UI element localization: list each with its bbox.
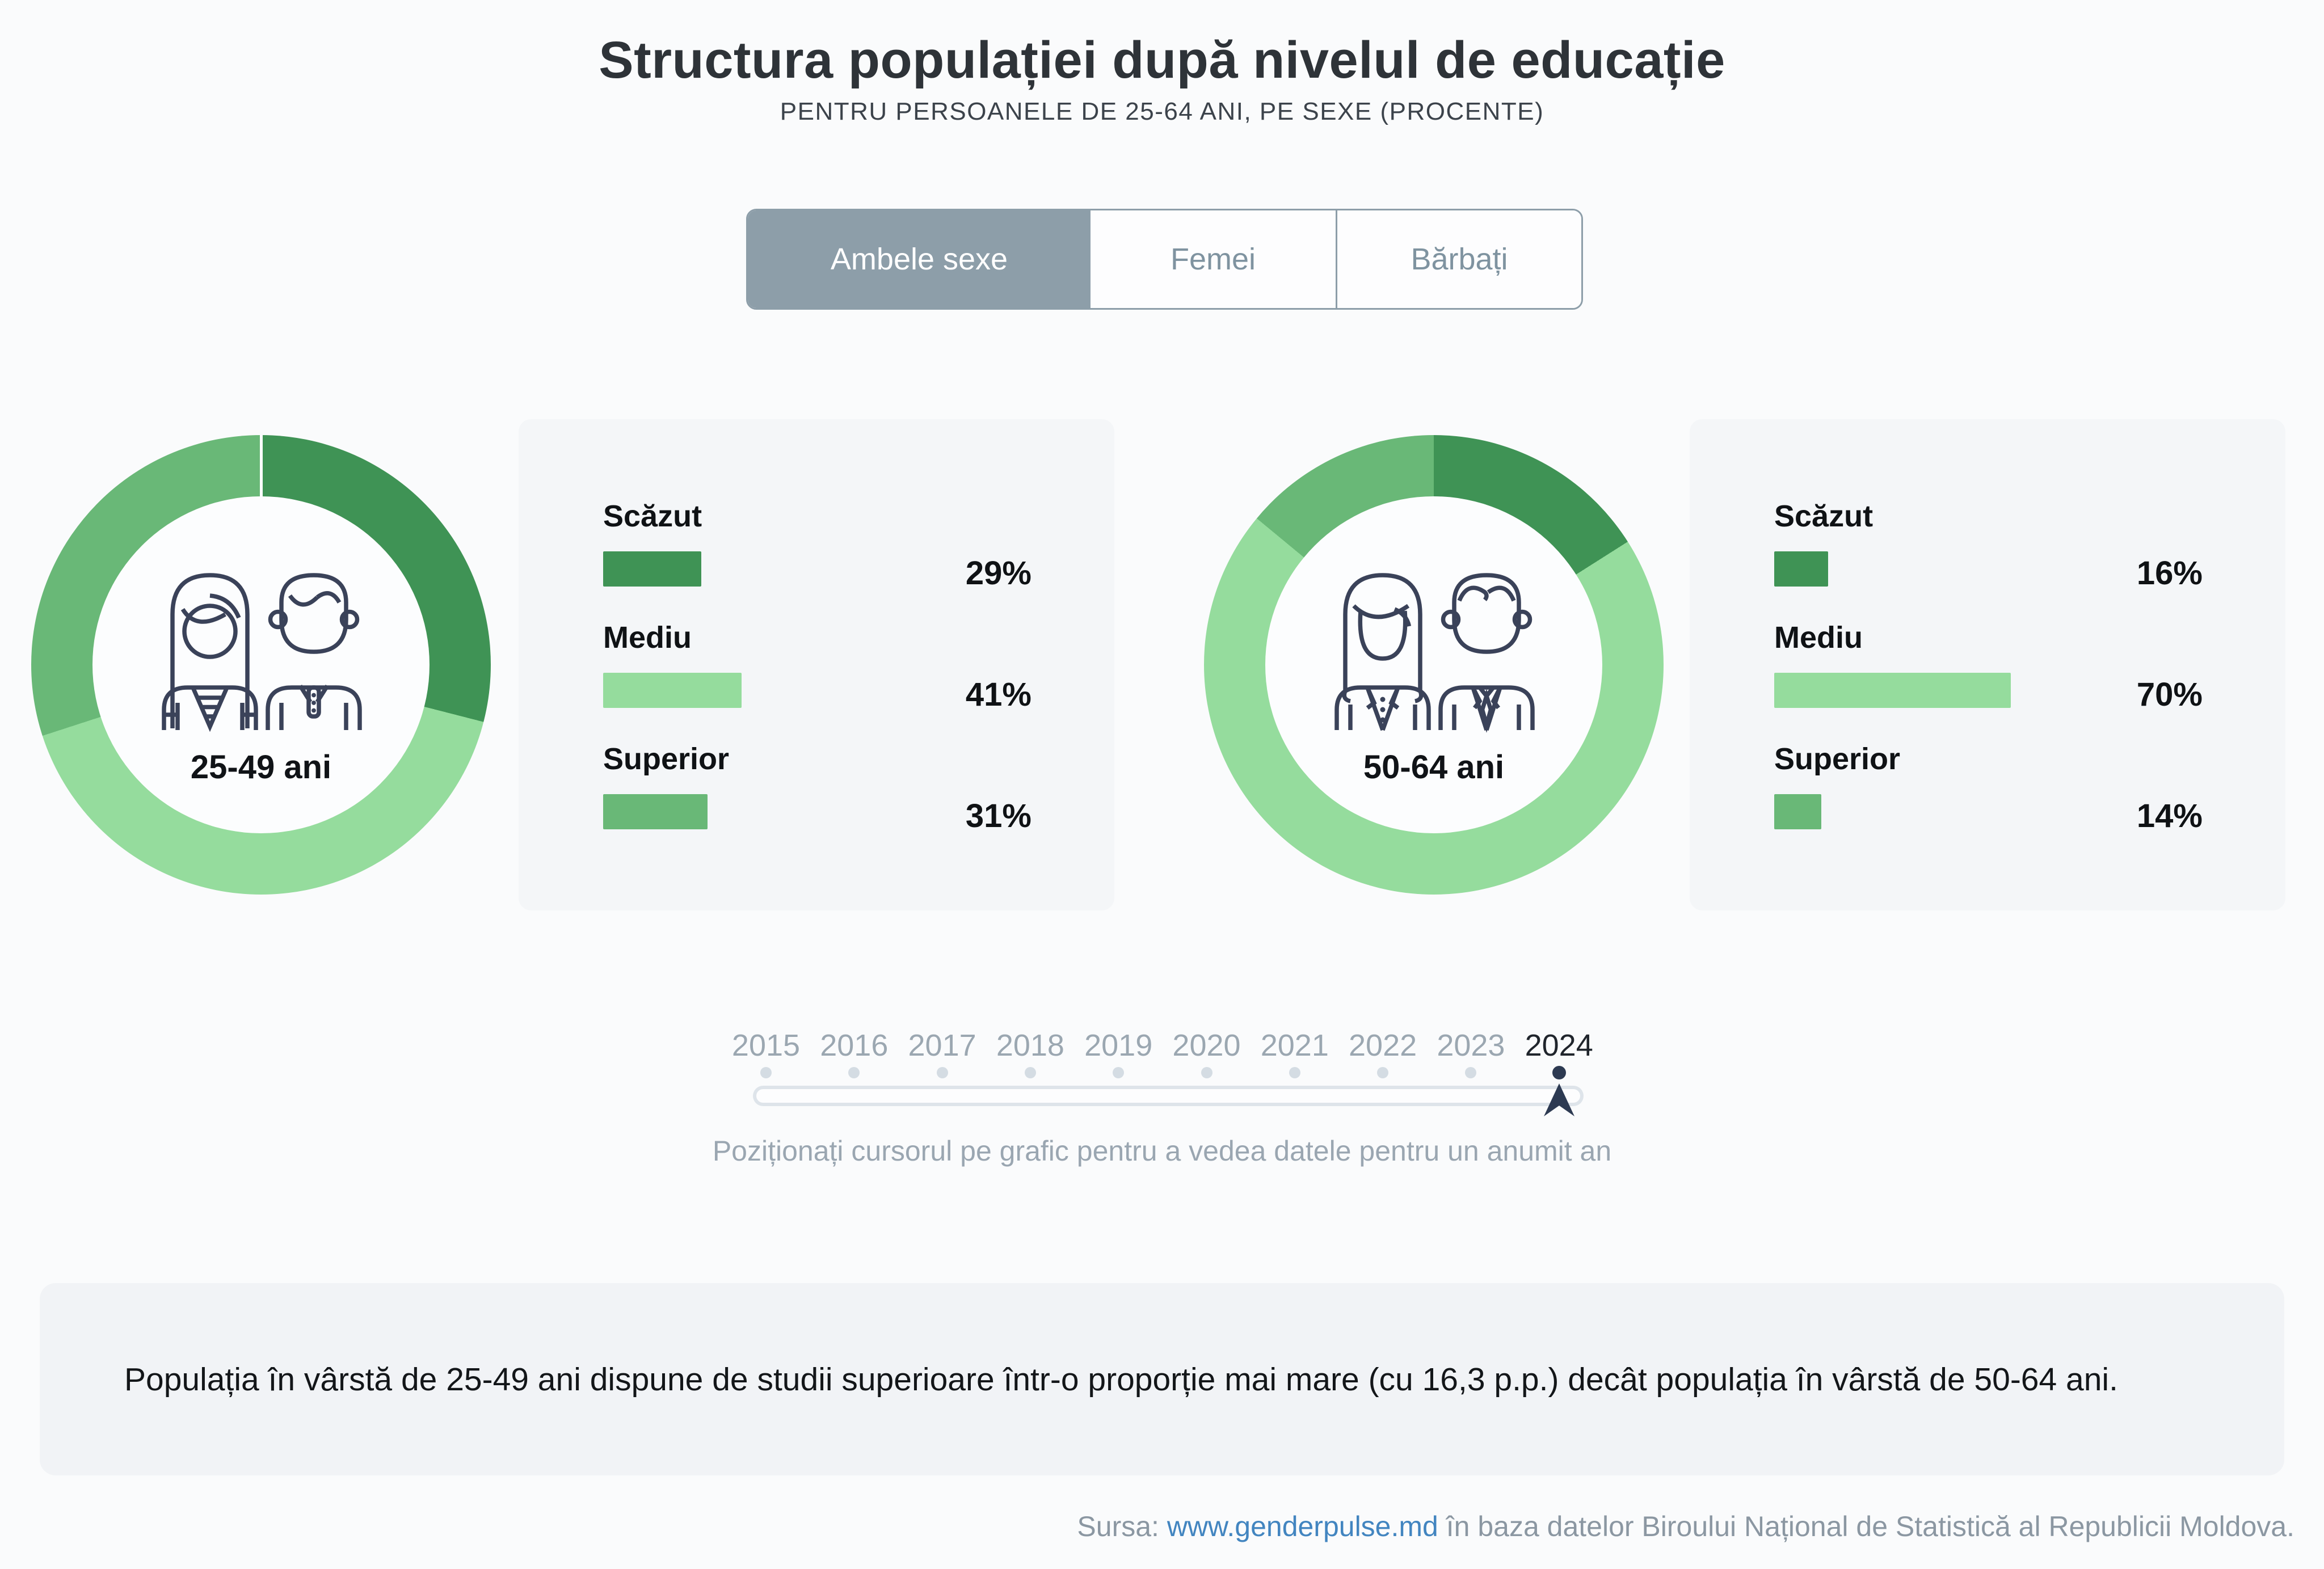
source-link[interactable]: www.genderpulse.md xyxy=(1167,1511,1438,1542)
donut-chart-25-49[interactable]: 25-49 ani xyxy=(31,435,491,895)
timeline-dot-2020[interactable] xyxy=(1201,1067,1212,1078)
timeline-dot-2023[interactable] xyxy=(1465,1067,1477,1078)
timeline-cursor-pin[interactable] xyxy=(1542,1081,1576,1121)
sex-filter-tabs: Ambele sexe Femei Bărbați xyxy=(746,209,1583,310)
legend-label-scazut: Scăzut xyxy=(603,499,702,533)
page-subtitle: PENTRU PERSOANELE DE 25-64 ANI, PE SEXE … xyxy=(780,98,1544,125)
older-couple-icon xyxy=(1334,573,1535,733)
timeline-year-2021[interactable]: 2021 xyxy=(1260,1028,1329,1062)
page-title: Structura populației după nivelul de edu… xyxy=(599,31,1725,89)
timeline-year-2024[interactable]: 2024 xyxy=(1525,1028,1593,1062)
timeline-slider-track[interactable] xyxy=(753,1086,1584,1106)
legend-panel-25-49: Scăzut 29% Mediu 41% Superior 31% xyxy=(519,419,1114,910)
legend-bar-scazut xyxy=(603,551,701,587)
timeline-dot-2016[interactable] xyxy=(848,1067,860,1078)
source-line: Sursa: www.genderpulse.md în baza datelo… xyxy=(1077,1510,2294,1543)
timeline-slider-track-inner xyxy=(756,1089,1580,1103)
insight-note-box: Populația în vârstă de 25-49 ani dispune… xyxy=(40,1283,2284,1475)
legend-value-mediu: 70% xyxy=(2136,676,2203,713)
young-couple-icon xyxy=(162,573,362,732)
timeline-dot-2022[interactable] xyxy=(1377,1067,1389,1078)
donut-hole xyxy=(1265,496,1602,833)
tab-barbati[interactable]: Bărbați xyxy=(1336,210,1581,308)
timeline-dot-2019[interactable] xyxy=(1113,1067,1125,1078)
age-group-label: 50-64 ani xyxy=(1363,749,1505,786)
tab-ambele-sexe[interactable]: Ambele sexe xyxy=(748,210,1091,308)
legend-bar-mediu xyxy=(603,673,742,708)
legend-panel-50-64: Scăzut 16% Mediu 70% Superior 14% xyxy=(1690,419,2285,910)
timeline-year-2019[interactable]: 2019 xyxy=(1084,1028,1153,1062)
legend-value-scazut: 16% xyxy=(2136,555,2203,592)
legend-label-superior: Superior xyxy=(1774,742,1901,776)
timeline-year-2023[interactable]: 2023 xyxy=(1437,1028,1505,1062)
timeline-year-2018[interactable]: 2018 xyxy=(996,1028,1064,1062)
timeline-dot-2021[interactable] xyxy=(1289,1067,1300,1078)
timeline-year-2017[interactable]: 2017 xyxy=(908,1028,976,1062)
timeline-dot-2015[interactable] xyxy=(760,1067,772,1078)
timeline-year-2015[interactable]: 2015 xyxy=(731,1028,801,1062)
donut-hole xyxy=(92,496,430,833)
legend-label-superior: Superior xyxy=(603,742,730,776)
donut-separator xyxy=(260,435,263,499)
legend-value-mediu: 41% xyxy=(965,676,1032,713)
donut-chart-50-64[interactable]: 50-64 ani xyxy=(1204,435,1664,895)
timeline-year-2022[interactable]: 2022 xyxy=(1349,1028,1417,1062)
legend-label-mediu: Mediu xyxy=(1774,621,1863,655)
timeline-dot-2018[interactable] xyxy=(1024,1067,1036,1078)
legend-bar-superior xyxy=(1774,794,1821,829)
timeline-year-2020[interactable]: 2020 xyxy=(1172,1028,1241,1062)
legend-label-scazut: Scăzut xyxy=(1774,499,1873,533)
timeline-years: 2015 2016 2017 2018 2019 2020 2021 2022 2023 2024 xyxy=(0,1028,2324,1062)
insight-note-text: Populația în vârstă de 25-49 ani dispune… xyxy=(124,1361,2118,1398)
legend-value-superior: 31% xyxy=(965,798,1032,834)
timeline-hint: Poziționați cursorul pe grafic pentru a … xyxy=(712,1135,1612,1167)
legend-bar-scazut xyxy=(1774,551,1828,587)
age-group-label: 25-49 ani xyxy=(190,749,332,786)
tab-femei[interactable]: Femei xyxy=(1091,210,1336,308)
source-suffix: în baza datelor Biroului Național de Sta… xyxy=(1438,1511,2294,1542)
timeline-dot-2024[interactable] xyxy=(1552,1066,1566,1079)
legend-bar-mediu xyxy=(1774,673,2011,708)
timeline-dot-2017[interactable] xyxy=(936,1067,948,1078)
source-prefix: Sursa: xyxy=(1077,1511,1167,1542)
legend-value-superior: 14% xyxy=(2136,798,2203,834)
timeline-year-2016[interactable]: 2016 xyxy=(820,1028,889,1062)
legend-bar-superior xyxy=(603,794,708,829)
legend-value-scazut: 29% xyxy=(965,555,1032,592)
timeline-dots xyxy=(0,0,2324,1079)
legend-label-mediu: Mediu xyxy=(603,621,692,655)
